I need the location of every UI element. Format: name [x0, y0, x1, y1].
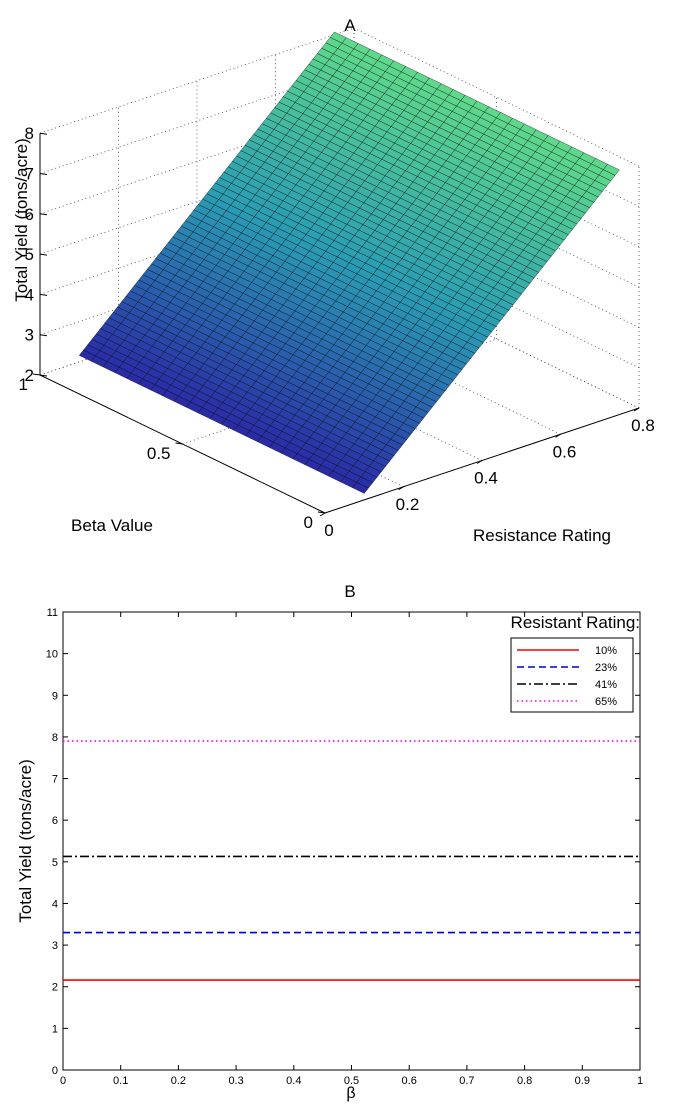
z-tick	[39, 293, 48, 296]
grid-line	[353, 229, 640, 369]
x-tick-label: 0.8	[631, 416, 655, 435]
x-tick-label: 0.4	[474, 469, 498, 488]
x-tick-label: 0.8	[517, 1075, 532, 1087]
panel-b-legend: Resistant Rating: 10% 23% 41% 65%	[510, 613, 640, 713]
y-tick-label: 2	[52, 982, 58, 994]
panel-a-tick-labels: 2 3 4 5 6 7 8 0 0.2 0.4 0.6 0.8 0 0.5 1	[19, 124, 655, 540]
x-tick-label: 0.6	[553, 442, 577, 461]
y-tick-label: 6	[52, 815, 58, 827]
legend-label: 10%	[595, 645, 617, 657]
panel-a-surface-chart: A 2 3 4 5 6 7 8 0 0.2 0.4 0.6 0.8 0 0.5 1 Total Yield …	[12, 16, 655, 545]
panel-a-surface	[78, 31, 620, 494]
z-tick	[39, 374, 48, 377]
x-tick-label: 0.4	[286, 1075, 301, 1087]
y-tick-label: 1	[52, 1023, 58, 1035]
x-tick-label: 0.3	[228, 1075, 243, 1087]
z-tick-label: 3	[25, 326, 34, 345]
x-tick-label: 0.2	[396, 495, 420, 514]
panel-a-xlabel: Resistance Rating	[473, 526, 611, 545]
grid-line	[353, 269, 640, 409]
y-tick-label: 0	[52, 1065, 58, 1077]
panel-b-line-chart: B 0 0.1 0.2 0.3 0.4 0.5 0.6 0.7 0.8 0.9 1012345678…	[16, 582, 643, 1102]
y-tick	[32, 373, 41, 376]
y-tick-label: 10	[46, 649, 58, 661]
grid-line	[196, 322, 483, 461]
grid-line	[353, 148, 640, 288]
grid-line	[353, 108, 640, 248]
z-tick-label: 2	[25, 366, 34, 385]
x-tick-label: 1	[637, 1075, 643, 1087]
z-tick-label: 8	[25, 124, 34, 143]
x-tick-label: 0	[60, 1075, 66, 1087]
legend-label: 23%	[595, 662, 617, 674]
panel-b-series	[63, 740, 640, 981]
x-tick-label: 0	[324, 521, 333, 540]
legend-label: 65%	[595, 696, 617, 708]
grid-line	[353, 27, 640, 167]
x-tick-label: 0.1	[113, 1075, 128, 1087]
z-tick-label: 7	[25, 165, 34, 184]
panel-b-xlabel: β	[346, 1085, 355, 1102]
y-tick-label: 8	[52, 732, 58, 744]
y-tick-label: 0	[304, 513, 313, 532]
z-tick	[39, 173, 48, 175]
y-tick-label: 7	[52, 774, 58, 786]
z-tick	[39, 213, 48, 216]
x-tick-label: 0.5	[344, 1075, 359, 1087]
panel-a-title: A	[344, 16, 356, 35]
x-tick	[633, 407, 640, 412]
panel-b-ticks: 0 0.1 0.2 0.3 0.4 0.5 0.6 0.7 0.8 0.9 101234567891…	[46, 607, 643, 1087]
panel-b-title: B	[344, 582, 355, 601]
legend-title: Resistant Rating:	[511, 613, 640, 632]
x-tick-label: 0.7	[459, 1075, 474, 1087]
y-tick-label: 11	[47, 607, 58, 619]
y-tick	[317, 511, 326, 514]
y-tick-label: 0.5	[147, 444, 171, 463]
y-tick-label: 3	[52, 940, 58, 952]
z-tick	[39, 253, 48, 256]
x-tick	[476, 460, 483, 464]
x-tick	[398, 486, 404, 491]
z-tick-label: 4	[25, 285, 34, 304]
y-tick-label: 1	[19, 375, 28, 394]
y-tick-label: 5	[52, 857, 58, 869]
x-tick	[319, 512, 326, 517]
y-tick-label: 9	[52, 690, 58, 702]
z-tick	[39, 132, 48, 135]
x-tick-label: 0.6	[402, 1075, 417, 1087]
panel-a-zlabel: Total Yield (tons/acre)	[12, 138, 31, 301]
y-tick-label: 4	[52, 898, 58, 910]
x-tick-label: 0.2	[171, 1075, 186, 1087]
grid-line	[275, 295, 561, 435]
panel-a-ylabel: Beta Value	[71, 516, 153, 535]
z-tick-label: 6	[25, 205, 34, 224]
y-tick	[175, 442, 183, 445]
z-tick	[39, 334, 48, 337]
x-tick	[555, 433, 561, 438]
legend-label: 41%	[595, 679, 617, 691]
grid-line	[353, 189, 640, 328]
z-tick-label: 5	[25, 245, 34, 264]
panel-b-ylabel: Total Yield (tons/acre)	[16, 759, 35, 922]
x-tick-label: 0.9	[575, 1075, 590, 1087]
surface-patch	[329, 31, 347, 44]
